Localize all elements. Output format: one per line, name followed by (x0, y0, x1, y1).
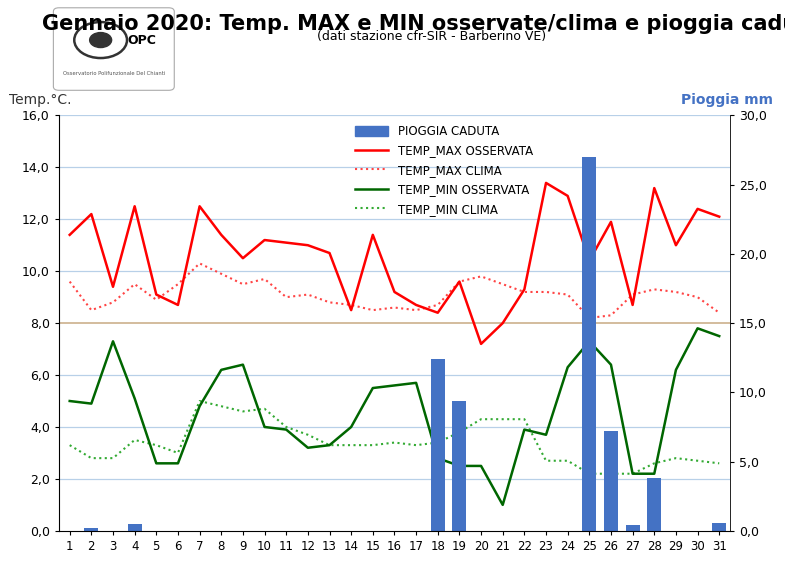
Text: Pioggia mm: Pioggia mm (681, 93, 773, 107)
Legend: PIOGGIA CADUTA, TEMP_MAX OSSERVATA, TEMP_MAX CLIMA, TEMP_MIN OSSERVATA, TEMP_MIN: PIOGGIA CADUTA, TEMP_MAX OSSERVATA, TEMP… (352, 121, 536, 219)
Bar (648, 478, 661, 531)
Bar (84, 528, 98, 531)
Bar (431, 359, 445, 531)
Bar (604, 431, 618, 531)
FancyBboxPatch shape (53, 8, 174, 91)
Text: Osservatorio Polifunzionale Del Chianti: Osservatorio Polifunzionale Del Chianti (63, 70, 165, 76)
Circle shape (75, 22, 127, 58)
Bar (582, 157, 597, 531)
Text: Temp.°C.: Temp.°C. (9, 93, 72, 107)
Text: (dati stazione cfr-SIR - Barberino VE): (dati stazione cfr-SIR - Barberino VE) (317, 30, 546, 43)
Bar (712, 523, 726, 531)
Bar (452, 400, 466, 531)
Text: Gennaio 2020: Temp. MAX e MIN osservate/clima e pioggia caduta: Gennaio 2020: Temp. MAX e MIN osservate/… (42, 14, 785, 35)
Circle shape (89, 32, 111, 47)
Bar (626, 525, 640, 531)
Bar (128, 524, 141, 531)
Text: OPC: OPC (127, 33, 156, 47)
